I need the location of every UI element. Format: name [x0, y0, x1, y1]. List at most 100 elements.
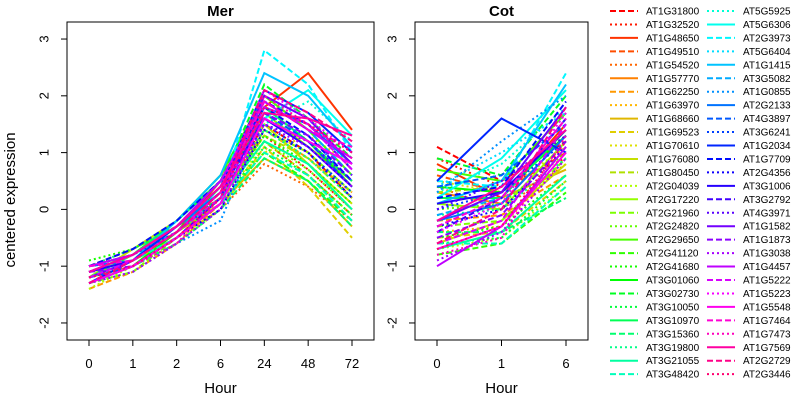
- legend-label: AT1G3038: [743, 249, 791, 260]
- mer-x-tick-label: 2: [173, 356, 180, 371]
- mer-x-tick-label: 24: [257, 356, 271, 371]
- legend-label: AT1G5223: [743, 289, 791, 300]
- legend-label: AT3G2792: [743, 195, 791, 206]
- legend-label: AT1G70610: [646, 141, 700, 152]
- legend-label: AT1G68660: [646, 114, 700, 125]
- legend-label: AT3G02730: [646, 289, 700, 300]
- legend-label: AT5G5925: [743, 7, 791, 18]
- legend-label: AT1G62250: [646, 87, 700, 98]
- cot-x-tick-label: 6: [562, 356, 569, 371]
- legend-label: AT5G6404: [743, 47, 791, 58]
- legend-label: AT1G49510: [646, 47, 700, 58]
- legend-label: AT3G10050: [646, 302, 700, 313]
- mer-series-line: [88, 111, 353, 273]
- panel-mer: 0 1 2 6 24 48 72 -2 -1 0 1 2 3: [36, 21, 375, 371]
- legend-label: AT1G7569: [743, 343, 791, 354]
- mer-series-line: [88, 105, 353, 279]
- legend-label: AT1G1582: [743, 222, 791, 233]
- legend-label: AT1G5548: [743, 302, 791, 313]
- mer-series-line: [88, 111, 353, 273]
- legend-label: AT3G6241: [743, 128, 791, 139]
- legend-label: AT1G1415: [743, 60, 791, 71]
- panel-mer-x-axis-label: Hour: [204, 380, 237, 397]
- cot-y-tick-label: -1: [384, 260, 399, 272]
- cot-series-line: [436, 117, 567, 233]
- cot-series-line: [437, 185, 567, 245]
- legend-label: AT3G21055: [646, 356, 700, 367]
- mer-series-line: [88, 128, 353, 290]
- legend-label: AT2G24820: [646, 222, 700, 233]
- y-axis-label: centered expression: [2, 132, 19, 267]
- legend-label: AT2G21960: [646, 208, 700, 219]
- mer-series-line: [88, 117, 353, 285]
- cot-series-line: [436, 106, 567, 222]
- legend: AT1G31800 AT1G32520 AT1G48650 AT1G49510 AT1G…: [610, 7, 791, 381]
- cot-series-line: [436, 129, 567, 222]
- panel-mer-title: Mer: [207, 3, 234, 20]
- mer-y-tick-label: -2: [36, 317, 51, 329]
- legend-label: AT1G69523: [646, 128, 700, 139]
- mer-series-line: [88, 117, 353, 273]
- cot-y-tick-label: 3: [384, 35, 399, 42]
- legend-label: AT1G7464: [743, 316, 791, 327]
- legend-label: AT3G15360: [646, 329, 700, 340]
- mer-y-tick-label: 2: [36, 92, 51, 99]
- mer-x-tick-label: 0: [85, 356, 92, 371]
- cot-series-line: [436, 151, 567, 251]
- cot-series-line: [436, 106, 567, 194]
- legend-label: AT2G17220: [646, 195, 700, 206]
- legend-label: AT5G6306: [743, 20, 791, 31]
- legend-label: AT1G32520: [646, 20, 700, 31]
- legend-label: AT1G7709: [743, 154, 791, 165]
- legend-label: AT1G48650: [646, 33, 700, 44]
- legend-label: AT1G0855: [743, 87, 791, 98]
- legend-label: AT2G3446: [743, 370, 791, 381]
- legend-label: AT1G76080: [646, 154, 700, 165]
- cot-series-line: [436, 135, 567, 256]
- legend-label: AT4G3971: [743, 208, 791, 219]
- legend-label: AT2G41120: [646, 249, 699, 260]
- legend-label: AT1G31800: [646, 7, 700, 18]
- legend-label: AT1G54520: [646, 60, 700, 71]
- cot-y-tick-label: -2: [384, 317, 399, 329]
- legend-label: AT1G7473: [743, 329, 791, 340]
- cot-series-line: [436, 157, 567, 262]
- cot-series-line: [436, 123, 567, 245]
- cot-series-line: [436, 157, 567, 217]
- cot-series-line: [436, 112, 567, 234]
- cot-series-line: [436, 106, 567, 245]
- mer-series-line: [88, 122, 353, 285]
- legend-label: AT1G57770: [646, 74, 700, 85]
- cot-series-line: [436, 151, 567, 211]
- legend-label: AT3G1006: [743, 181, 791, 192]
- legend-label: AT1G1873: [743, 235, 791, 246]
- legend-label: AT2G3973: [743, 33, 791, 44]
- legend-label: AT1G80450: [646, 168, 700, 179]
- mer-y-tick-label: 0: [36, 206, 51, 213]
- mer-series-line: [88, 88, 353, 285]
- legend-label: AT1G5222: [743, 276, 791, 287]
- mer-series-line: [88, 122, 353, 268]
- cot-series-line: [436, 140, 567, 239]
- mer-x-tick-label: 6: [217, 356, 224, 371]
- legend-label: AT2G29650: [646, 235, 700, 246]
- cot-series-line: [436, 134, 567, 211]
- cot-x-tick-label: 0: [433, 356, 440, 371]
- legend-label: AT2G04039: [646, 181, 700, 192]
- cot-y-tick-label: 0: [384, 206, 399, 213]
- mer-x-tick-label: 72: [345, 356, 359, 371]
- legend-label: AT2G2133: [743, 101, 791, 112]
- legend-label: AT2G4356: [743, 168, 791, 179]
- mer-series-line: [88, 71, 353, 279]
- mer-series-line: [88, 134, 353, 268]
- mer-series-line: [88, 151, 353, 273]
- cot-series-line: [436, 89, 567, 199]
- panel-cot-title: Cot: [489, 3, 514, 20]
- legend-label: AT3G10970: [646, 316, 700, 327]
- legend-label: AT4G3897: [743, 114, 791, 125]
- legend-label: AT3G5082: [743, 74, 791, 85]
- mer-x-tick-label: 1: [129, 356, 136, 371]
- mer-series-line: [88, 117, 353, 273]
- panel-cot-x-axis-label: Hour: [485, 380, 518, 397]
